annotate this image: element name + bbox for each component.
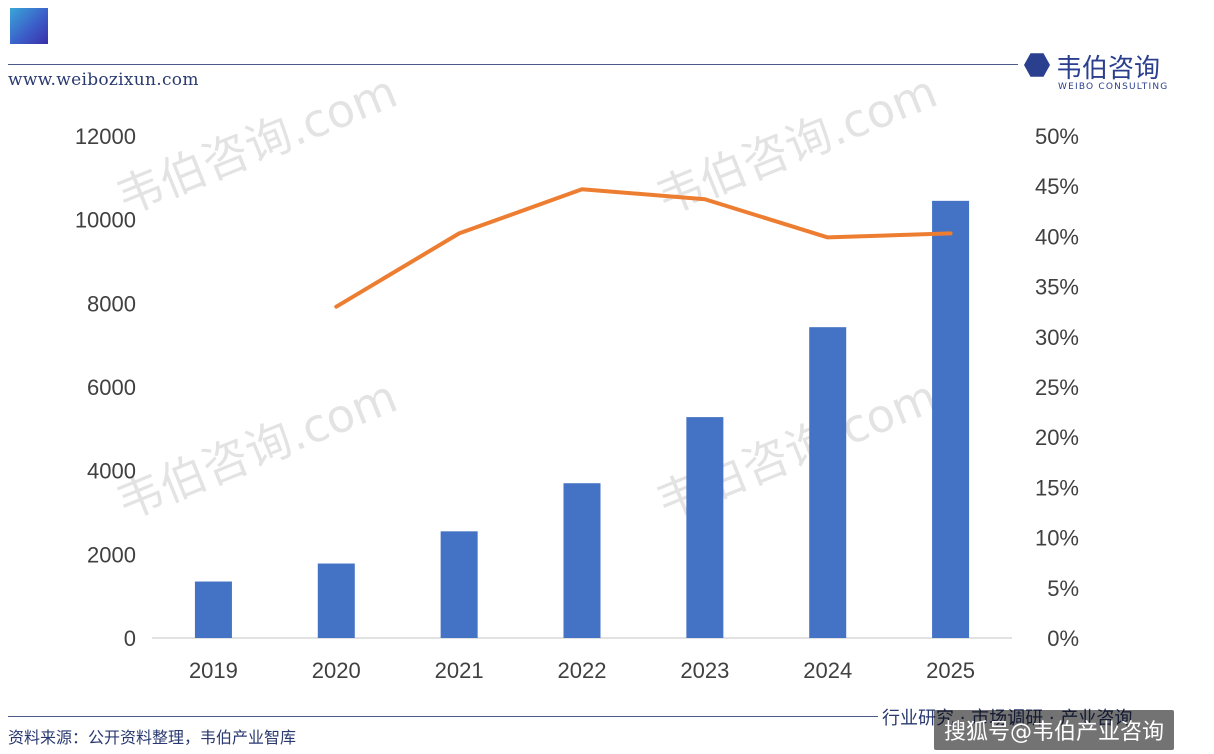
site-url: www.weibozixun.com (8, 70, 199, 90)
source-note: 资料来源：公开资料整理，韦伯产业智库 (8, 728, 297, 747)
right-axis-tick-label: 15% (1035, 475, 1079, 500)
left-axis-tick-label: 8000 (87, 291, 136, 316)
right-axis-tick-label: 0% (1047, 626, 1079, 651)
bar-2023 (686, 417, 724, 638)
x-axis-tick-label: 2019 (189, 658, 238, 683)
bar-2024 (809, 327, 847, 638)
left-axis-tick-label: 10000 (75, 208, 136, 233)
right-axis-tick-label: 25% (1035, 375, 1079, 400)
brand-name: 韦伯咨询 (1056, 54, 1161, 84)
bar-2022 (563, 483, 601, 638)
sohu-credit: 搜狐号@韦伯产业咨询 (934, 710, 1175, 750)
left-axis-ticks: 0 2000 4000 6000 8000 10000 12000 (75, 124, 136, 651)
right-axis-tick-label: 20% (1035, 425, 1079, 450)
header-divider (8, 64, 1018, 65)
watermark-text: 韦伯咨询.com (109, 369, 404, 530)
left-axis-tick-label: 0 (124, 626, 136, 651)
watermark-text: 韦伯咨询.com (649, 64, 944, 225)
right-axis-tick-label: 40% (1035, 224, 1079, 249)
corner-logo-square (10, 8, 48, 44)
right-axis-tick-label: 45% (1035, 174, 1079, 199)
right-axis-tick-label: 50% (1035, 124, 1079, 149)
right-axis-tick-label: 5% (1047, 576, 1079, 601)
bar-2020 (317, 563, 355, 638)
x-axis-tick-label: 2022 (558, 658, 607, 683)
right-axis-tick-label: 35% (1035, 275, 1079, 300)
left-axis-tick-label: 6000 (87, 375, 136, 400)
brand-english-name: WEIBO CONSULTING (1058, 82, 1169, 92)
growth-rate-line (334, 187, 953, 309)
right-axis-tick-label: 10% (1035, 526, 1079, 551)
left-axis-tick-label: 2000 (87, 542, 136, 567)
footer-divider (8, 716, 878, 717)
x-axis-tick-label: 2021 (435, 658, 484, 683)
bar-2021 (440, 531, 478, 638)
bar-series (194, 200, 970, 638)
watermark-text: 韦伯咨询.com (109, 64, 404, 225)
right-axis-ticks: 0% 5% 10% 15% 20% 25% 30% 35% 40% 45% 50% (1035, 124, 1079, 651)
x-axis-tick-label: 2024 (803, 658, 852, 683)
bar-2025 (932, 200, 970, 638)
x-axis-tick-label: 2023 (680, 658, 729, 683)
x-axis-tick-label: 2020 (312, 658, 361, 683)
brand-logo: 韦伯咨询 WEIBO CONSULTING (1024, 48, 1204, 94)
bar-2019 (194, 581, 232, 638)
left-axis-tick-label: 12000 (75, 124, 136, 149)
right-axis-tick-label: 30% (1035, 325, 1079, 350)
x-axis-ticks: 2019 2020 2021 2022 2023 2024 2025 (189, 658, 975, 683)
line-series (334, 187, 953, 309)
x-axis-tick-label: 2025 (926, 658, 975, 683)
hexagon-icon (1024, 53, 1050, 77)
left-axis-tick-label: 4000 (87, 459, 136, 484)
